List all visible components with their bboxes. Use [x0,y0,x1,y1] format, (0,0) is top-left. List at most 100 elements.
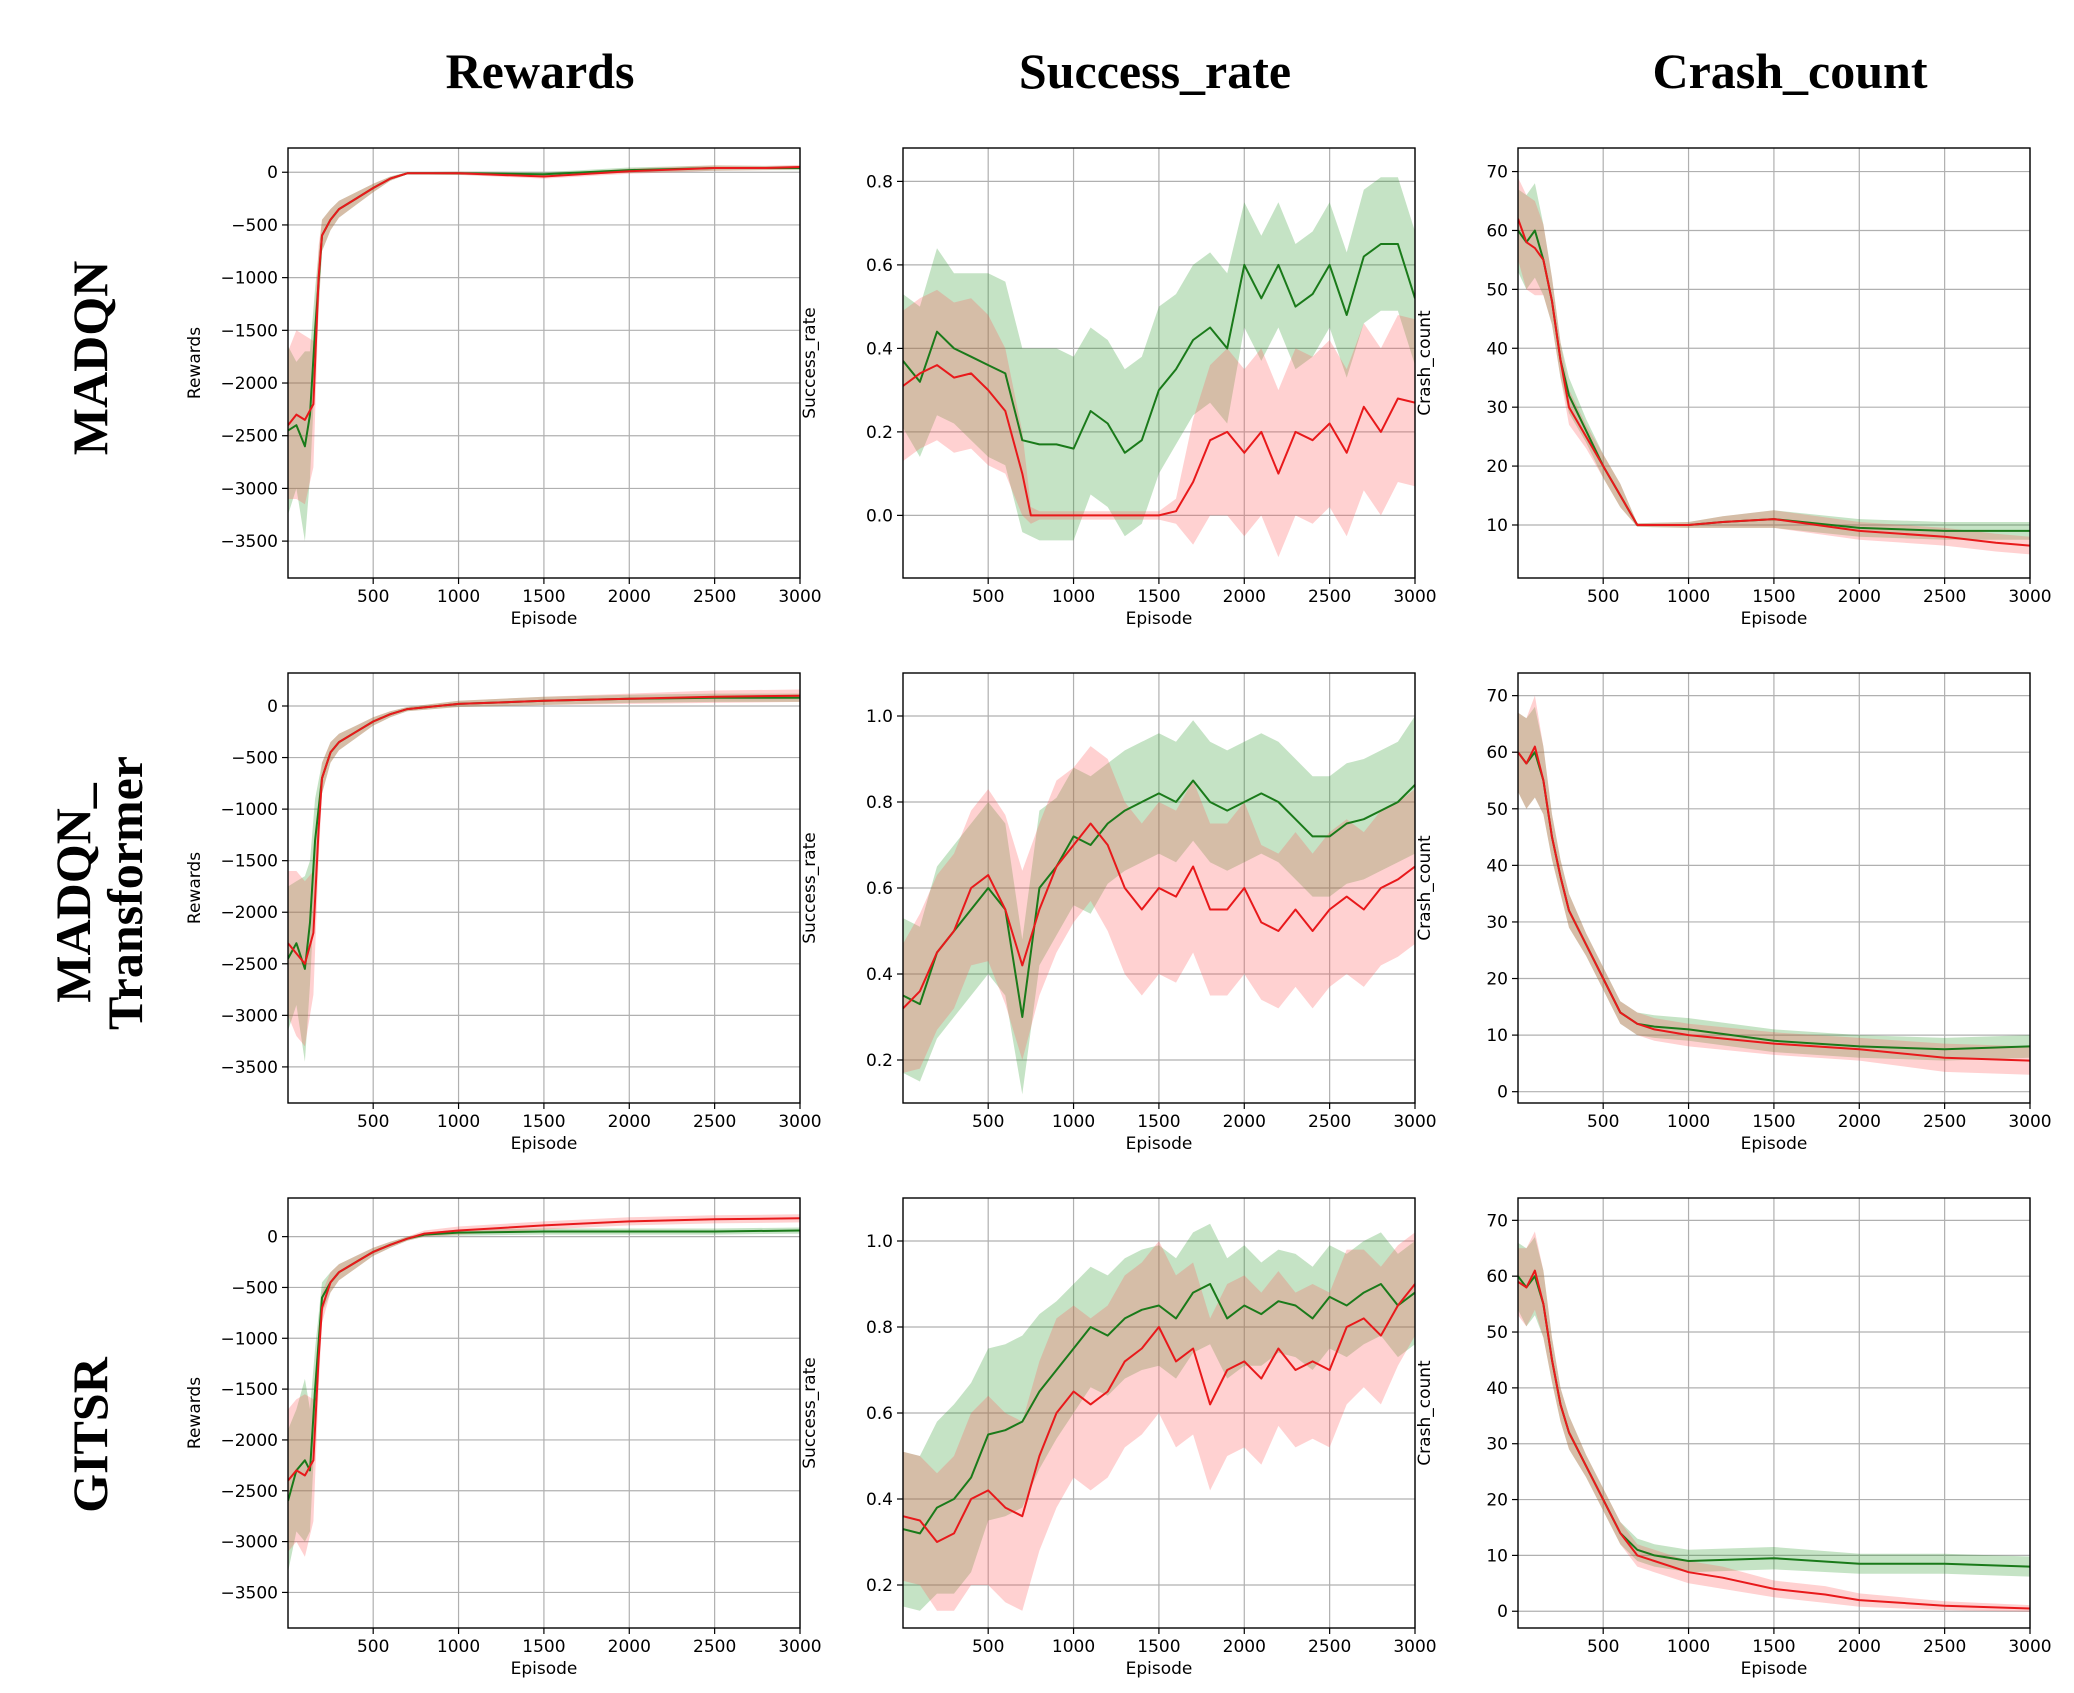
y-axis-label: Success_rate [800,832,820,943]
x-tick-label: 500 [357,1637,389,1657]
y-tick-label: 0.8 [866,172,893,192]
x-tick-label: 1500 [1137,1112,1180,1132]
x-tick-label: 1500 [1137,587,1180,607]
row-title-madqn-transformer: MADQN_ Transformer [45,756,153,1030]
line-red [903,364,1415,517]
y-tick-label: 20 [1486,1491,1508,1511]
axes-frame [287,147,801,579]
x-tick-label: 500 [357,587,389,607]
x-tick-label: 500 [1587,1637,1619,1657]
x-tick-label: 3000 [1393,1637,1436,1657]
y-tick-label: 0 [267,1228,278,1248]
y-tick-label: 50 [1486,800,1508,820]
column-title-crash-count: Crash_count [1652,43,1927,99]
x-tick-label: 2000 [1223,1637,1266,1657]
y-axis-label: Success_rate [800,307,820,418]
y-tick-label: 70 [1486,1211,1508,1231]
y-tick-label: 0.6 [866,256,893,276]
plot-area [288,1214,800,1573]
x-tick-label: 3000 [2008,587,2051,607]
chart-gitsr-success-rate: 500 1000 1500 2000 2500 3000 0.2 0.4 0.6 0.8 1.0 Ep… [800,1197,1437,1679]
x-tick-label: 2500 [693,1637,736,1657]
y-tick-label: 0.8 [866,1318,893,1338]
y-tick-label: 0 [267,697,278,717]
x-tick-label: 3000 [1393,1112,1436,1132]
x-tick-label: 2500 [1923,1637,1966,1657]
x-tick-label: 2000 [1838,1112,1881,1132]
y-tick-label: 0 [1497,1083,1508,1103]
x-tick-label: 2500 [693,1112,736,1132]
plot-area [903,177,1415,558]
y-tick-label: 10 [1486,516,1508,536]
y-tick-label: −1000 [220,1329,278,1349]
x-tick-label: 2000 [1223,1112,1266,1132]
x-tick-label: 3000 [1393,587,1436,607]
y-tick-label: 30 [1486,398,1508,418]
y-tick-label: −1000 [220,269,278,289]
chart-gitsr-rewards: 500 1000 1500 2000 2500 3000 −3500 −3000 −2500 −2… [185,1197,822,1679]
x-tick-label: 2000 [1838,587,1881,607]
chart-madqn-crash-count: 500 1000 1500 2000 2500 3000 10 20 30 40 50 60 70 Epi… [1415,147,2052,629]
axes-frame [287,1197,801,1629]
line-red [903,1283,1415,1543]
x-tick-label: 3000 [778,1637,821,1657]
x-tick-label: 2500 [1308,1637,1351,1657]
x-tick-label: 2000 [608,1112,651,1132]
plot-area [1518,695,2030,1075]
y-tick-label: 0.8 [866,793,893,813]
x-tick-label: 1000 [1052,587,1095,607]
y-tick-label: −3500 [220,1583,278,1603]
y-tick-label: 30 [1486,913,1508,933]
axes-frame [902,1197,1416,1629]
x-tick-label: 2000 [1838,1637,1881,1657]
y-tick-label: 60 [1486,221,1508,241]
y-tick-label: 30 [1486,1435,1508,1455]
y-axis-label: Crash_count [1415,1360,1435,1466]
row-title-madqn-transformer-line1: MADQN_ [45,782,101,1002]
x-axis-label: Episode [511,1134,578,1154]
band-red [903,289,1415,558]
x-tick-label: 1500 [1752,1112,1795,1132]
line-green [903,1283,1415,1535]
y-axis-label: Crash_count [1415,835,1435,941]
y-tick-label: −3000 [220,1533,278,1553]
x-tick-label: 2500 [1308,1112,1351,1132]
x-tick-label: 500 [972,1112,1004,1132]
x-tick-label: 3000 [2008,1112,2051,1132]
axes-frame [902,672,1416,1104]
y-tick-label: −1500 [220,1380,278,1400]
y-tick-label: −3500 [220,532,278,552]
x-axis-label: Episode [1741,609,1808,629]
x-axis-label: Episode [1126,1659,1193,1679]
axes-frame [902,147,1416,579]
y-tick-label: −3000 [220,1006,278,1026]
x-tick-label: 1500 [1752,1637,1795,1657]
plot-area [288,164,800,542]
y-axis-label: Success_rate [800,1357,820,1468]
column-title-rewards: Rewards [446,43,635,99]
x-tick-label: 2000 [1223,587,1266,607]
x-tick-label: 2000 [608,1637,651,1657]
x-tick-label: 1000 [1052,1112,1095,1132]
chart-madqn-rewards: 500 1000 1500 2000 2500 3000 −3500 −3000 −2500 −2… [185,147,822,629]
x-tick-label: 500 [1587,1112,1619,1132]
x-tick-label: 2500 [1923,587,1966,607]
x-tick-label: 2500 [693,587,736,607]
y-tick-label: −2500 [220,955,278,975]
y-tick-label: −500 [231,216,278,236]
y-tick-label: −3500 [220,1058,278,1078]
x-tick-label: 1000 [1667,1637,1710,1657]
axes-frame [1517,672,2031,1104]
plot-area [288,689,800,1062]
y-tick-label: −1500 [220,852,278,872]
x-axis-label: Episode [511,609,578,629]
y-tick-label: −3000 [220,479,278,499]
axes-frame [1517,1197,2031,1629]
x-tick-label: 2500 [1308,587,1351,607]
chart-panels: 500 1000 1500 2000 2500 3000−3500−3000−2500−2… [185,147,2052,1679]
y-tick-label: 40 [1486,339,1508,359]
y-tick-label: 60 [1486,743,1508,763]
x-axis-label: Episode [1126,1134,1193,1154]
y-axis-label: Rewards [185,327,205,399]
